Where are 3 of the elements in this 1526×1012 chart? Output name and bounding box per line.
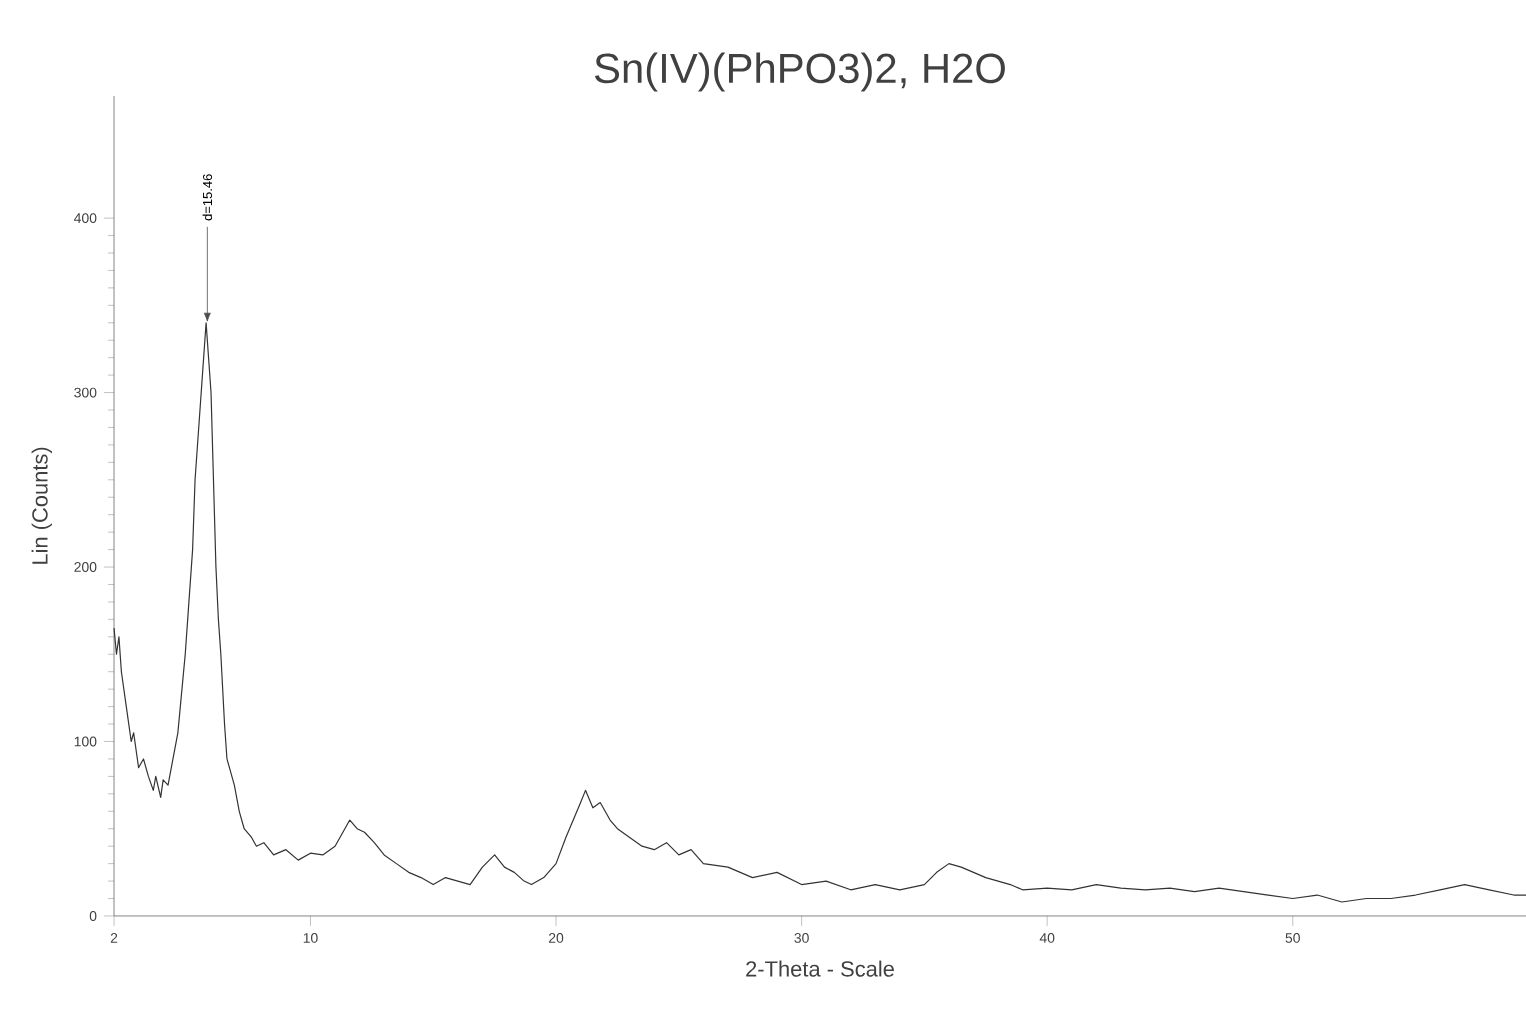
- x-axis-title: 2-Theta - Scale: [746, 960, 894, 977]
- y-axis-title: Lin (Counts): [31, 447, 53, 564]
- chart-title: Sn(IV)(PhPO3)2, H2O: [594, 52, 1005, 92]
